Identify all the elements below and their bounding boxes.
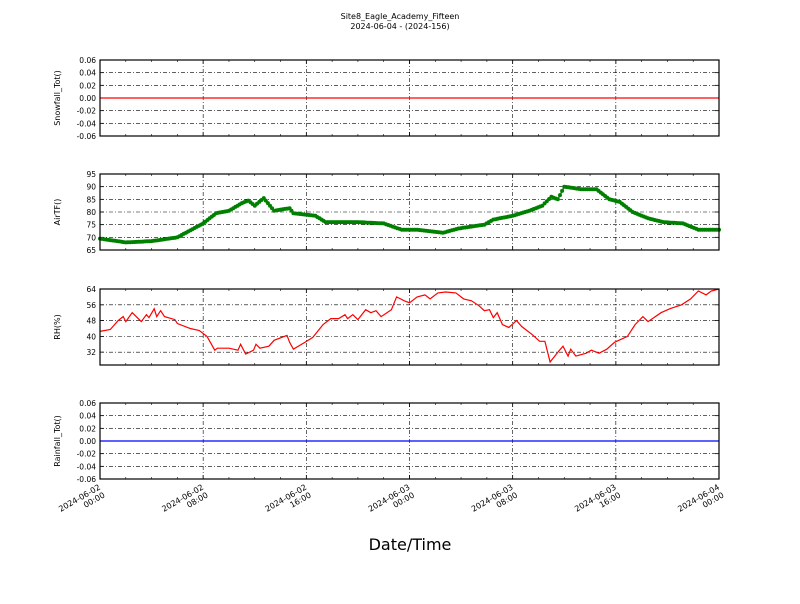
y-tick-label: 90 bbox=[86, 183, 96, 192]
y-tick-label: 65 bbox=[86, 246, 96, 255]
y-tick-label: 56 bbox=[86, 301, 96, 310]
y-tick-label: 0.00 bbox=[79, 437, 96, 446]
chart-subtitle: 2024-06-04 - (2024-156) bbox=[350, 22, 449, 31]
y-tick-label: 0.06 bbox=[79, 399, 96, 408]
y-tick-label: -0.02 bbox=[77, 450, 97, 459]
x-axis-label: Date/Time bbox=[369, 535, 452, 554]
data-point bbox=[560, 188, 565, 193]
y-tick-label: 64 bbox=[86, 285, 96, 294]
panel-3: 0.06 0.04 0.02 0.00 -0.02 -0.04 -0.06 Rainfall_… bbox=[53, 399, 720, 484]
y-tick-label: 0.06 bbox=[79, 56, 96, 65]
data-point bbox=[555, 197, 560, 202]
y-tick-label: 75 bbox=[86, 221, 96, 230]
y-tick-label: 80 bbox=[86, 208, 96, 217]
chart-title: Site8_Eagle_Academy_Fifteen bbox=[341, 12, 460, 21]
y-tick-label: 0.00 bbox=[79, 94, 96, 103]
series-line bbox=[99, 288, 720, 364]
y-tick-label: 70 bbox=[86, 233, 96, 242]
y-tick-label: 95 bbox=[86, 170, 96, 179]
y-tick-label: 85 bbox=[86, 195, 96, 204]
axes-frame bbox=[99, 173, 720, 251]
y-tick-label: -0.06 bbox=[77, 475, 97, 484]
data-point bbox=[558, 193, 562, 198]
y-tick-label: -0.04 bbox=[77, 119, 97, 128]
y-tick-label: 48 bbox=[86, 317, 96, 326]
y-tick-label: -0.04 bbox=[77, 462, 97, 471]
axes-frame bbox=[99, 402, 720, 480]
axes-frame bbox=[99, 288, 720, 366]
panel-0: 0.06 0.04 0.02 0.00 -0.02 -0.04 -0.06 Snowfall_… bbox=[53, 56, 720, 141]
y-tick-label: 0.02 bbox=[79, 81, 96, 90]
y-tick-label: 0.04 bbox=[79, 412, 96, 421]
y-tick-label: 40 bbox=[86, 332, 96, 341]
y-axis-label: RH(%) bbox=[53, 314, 62, 339]
panel-2: 64 56 48 40 32 RH(%) bbox=[53, 285, 720, 366]
y-tick-label: 0.02 bbox=[79, 424, 96, 433]
y-tick-label: -0.02 bbox=[77, 107, 97, 116]
y-tick-label: 0.04 bbox=[79, 69, 96, 78]
y-axis-label: Snowfall_Tot() bbox=[53, 70, 62, 126]
y-tick-label: 32 bbox=[86, 348, 96, 357]
y-tick-label: -0.06 bbox=[77, 132, 97, 141]
panel-1: 95 90 85 80 75 70 65 AirTF() bbox=[53, 170, 721, 255]
y-axis-label: Rainfall_Tot() bbox=[53, 415, 62, 467]
axes-frame bbox=[99, 59, 720, 137]
y-axis-label: AirTF() bbox=[53, 199, 62, 226]
